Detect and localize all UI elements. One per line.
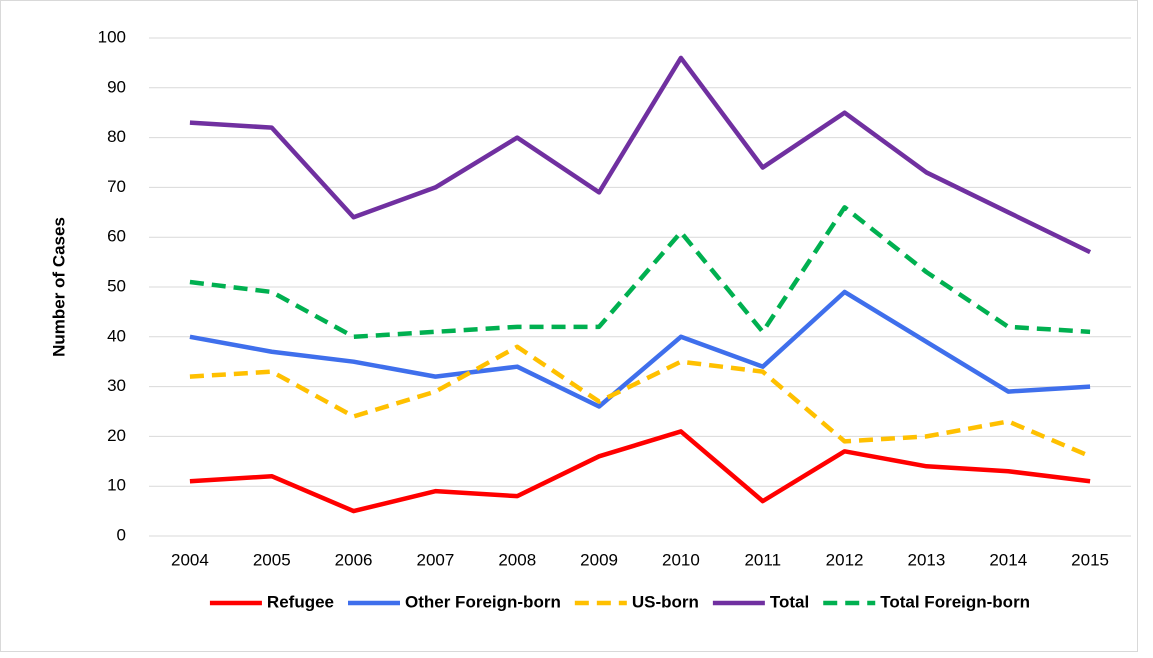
y-tick-label: 40 [107,326,126,345]
legend-label: Refugee [267,592,334,611]
x-tick-label: 2011 [744,550,781,569]
x-tick-label: 2006 [335,550,373,569]
x-tick-label: 2007 [417,550,455,569]
legend: Refugee Other Foreign-born US-born Total Tot… [209,592,1030,611]
y-tick-label: 10 [107,476,126,495]
legend-label: Other Foreign-born [405,592,561,611]
y-tick-label: 20 [107,426,126,445]
y-tick-label: 0 [117,525,126,544]
x-tick-label: 2014 [989,550,1027,569]
line-series [189,429,1091,514]
y-tick-label: 80 [107,127,126,146]
x-tick-label: 2004 [171,550,209,569]
x-tick-label: 2010 [662,550,700,569]
y-tick-label: 60 [107,227,126,246]
y-tick-label: 90 [107,77,126,96]
x-tick-label: 2013 [908,550,946,569]
x-tick-label: 2015 [1071,550,1109,569]
y-axis-title: Number of Cases [49,217,68,357]
legend-label: Total [770,592,809,611]
legend-label: US-born [632,592,699,611]
chart-frame [0,0,1138,652]
x-tick-label: 2009 [580,550,618,569]
y-tick-label: 30 [107,376,126,395]
line-series [189,344,1091,459]
line-series [189,205,1091,340]
line-series [189,55,1092,255]
y-tick-label: 100 [98,27,126,46]
y-tick-label: 50 [107,276,126,295]
x-tick-label: 2005 [253,550,291,569]
y-tick-label: 70 [107,177,126,196]
x-tick-label: 2012 [826,550,864,569]
line-series [189,289,1091,409]
legend-label: Total Foreign-born [880,592,1030,611]
x-tick-label: 2008 [498,550,536,569]
